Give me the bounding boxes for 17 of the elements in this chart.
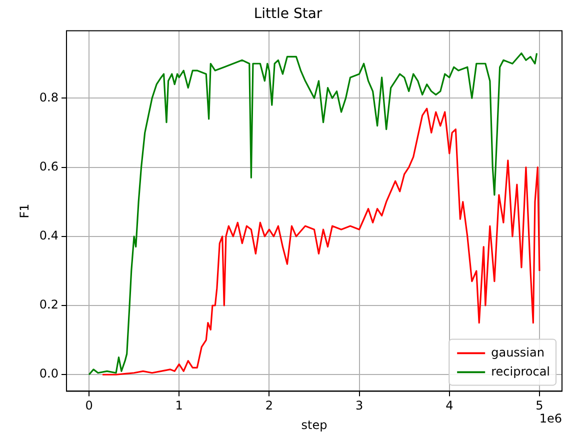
x-axis-title: step	[301, 418, 328, 432]
x-tick-label: 0	[85, 398, 93, 413]
legend-label: reciprocal	[491, 364, 550, 378]
x-tick-label: 1	[175, 398, 183, 413]
x-tick-label: 5	[536, 398, 544, 413]
y-tick-label: 0.2	[39, 298, 58, 312]
y-tick-label: 0.8	[39, 90, 58, 104]
text: 1e6	[539, 411, 562, 426]
y-axis-title: F1	[17, 204, 32, 218]
y-tick-label: 0.4	[39, 228, 58, 243]
y-tick-label: 0.0	[39, 366, 58, 381]
legend-label: gaussian	[491, 345, 544, 360]
y-tick-label: 0.6	[39, 159, 58, 174]
x-tick-label: 2	[265, 398, 274, 413]
x-tick-label: 3	[355, 398, 364, 413]
x-tick-label: 4	[446, 398, 454, 413]
chart-title: Little Star	[254, 6, 322, 22]
